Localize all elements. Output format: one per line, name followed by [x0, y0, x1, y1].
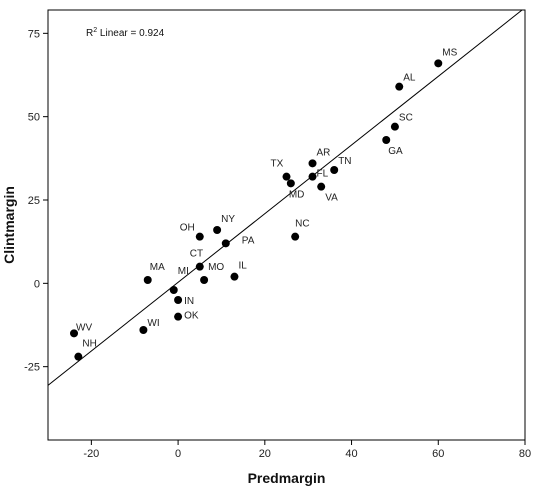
- data-point: [174, 312, 183, 321]
- point-label: NY: [221, 214, 235, 225]
- x-tick-label: 20: [259, 448, 271, 460]
- point-label: OK: [184, 311, 199, 322]
- data-point: [434, 59, 443, 68]
- point-label: MO: [208, 262, 224, 273]
- x-tick-label: 0: [175, 448, 181, 460]
- data-point: [195, 232, 204, 241]
- data-point: [308, 172, 317, 181]
- point-label: WV: [76, 322, 92, 333]
- data-point: [317, 182, 326, 191]
- data-point: [174, 296, 183, 304]
- point-label: VA: [325, 193, 338, 204]
- data-point: [390, 122, 399, 131]
- point-label: GA: [388, 146, 403, 157]
- data-point: [221, 239, 230, 248]
- data-point: [291, 232, 300, 241]
- y-tick-label: 50: [28, 112, 40, 124]
- x-tick-label: 40: [345, 448, 357, 460]
- point-label: NH: [82, 339, 96, 350]
- x-tick-label: 60: [432, 448, 444, 460]
- y-tick-label: 0: [34, 278, 40, 290]
- data-point: [395, 82, 404, 91]
- data-point: [200, 276, 209, 284]
- data-point: [74, 352, 83, 361]
- point-label: CT: [190, 249, 203, 260]
- data-point: [230, 272, 239, 281]
- x-tick-label: -20: [83, 448, 99, 460]
- y-axis-title: Clintmargin: [1, 186, 17, 264]
- point-label: SC: [399, 113, 413, 124]
- x-tick-label: 80: [519, 448, 531, 460]
- r-squared-annotation: R2 Linear = 0.924: [86, 27, 165, 39]
- point-label: AR: [317, 147, 331, 158]
- point-label: WI: [147, 318, 159, 329]
- data-point: [195, 262, 204, 271]
- point-label: AL: [403, 73, 416, 84]
- data-point: [70, 329, 79, 338]
- y-tick-label: 25: [28, 195, 40, 207]
- plot-frame: [47, 9, 526, 441]
- point-label: MI: [178, 266, 189, 277]
- point-label: MS: [442, 47, 457, 58]
- fit-line: [48, 10, 523, 386]
- point-label: FL: [317, 169, 329, 180]
- point-label: OH: [180, 223, 195, 234]
- data-point: [308, 159, 317, 168]
- data-point: [169, 286, 178, 294]
- data-point: [330, 166, 339, 174]
- point-label: MA: [150, 262, 165, 273]
- point-label: IN: [184, 296, 194, 307]
- y-tick-label: -25: [24, 362, 40, 374]
- point-label: NC: [295, 219, 309, 230]
- data-point: [143, 276, 152, 284]
- y-tick-label: 75: [28, 28, 40, 40]
- point-label: TN: [338, 156, 351, 167]
- data-point: [139, 326, 148, 334]
- point-label: PA: [242, 235, 255, 246]
- x-axis-title: Predmargin: [248, 470, 326, 486]
- data-point: [213, 226, 222, 234]
- data-point: [282, 172, 291, 181]
- point-label: TX: [271, 159, 284, 170]
- point-label: MD: [289, 189, 305, 200]
- data-point: [286, 179, 295, 188]
- data-point: [382, 136, 391, 144]
- point-label: IL: [238, 261, 247, 272]
